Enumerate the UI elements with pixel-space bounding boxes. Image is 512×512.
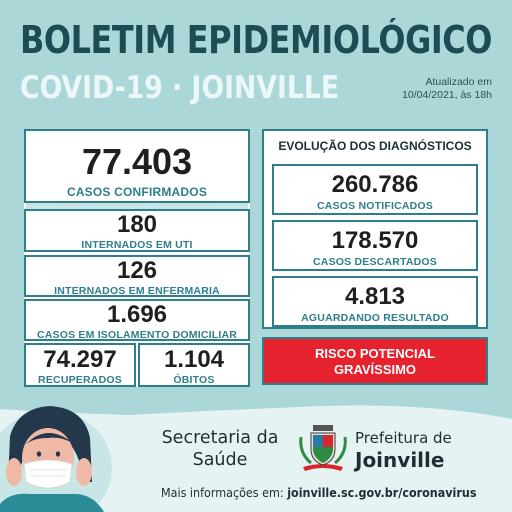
more-info-label: Mais informações em: <box>161 486 288 500</box>
isolation-card: 1.696 CASOS EM ISOLAMENTO DOMICILIAR <box>24 299 250 341</box>
diagnostics-title: EVOLUÇÃO DOS DIAGNÓSTICOS <box>278 139 472 153</box>
recovered-label: RECUPERADOS <box>38 374 122 386</box>
notified-value: 260.786 <box>331 171 419 198</box>
icu-label: INTERNADOS EM UTI <box>81 239 193 251</box>
deaths-value: 1.104 <box>163 346 225 373</box>
ward-card: 126 INTERNADOS EM ENFERMARIA <box>24 255 250 297</box>
prefeitura-line-1: Prefeitura de <box>355 429 452 447</box>
risk-badge: RISCO POTENCIAL GRAVÍSSIMO <box>262 337 488 385</box>
secretaria-line-1: Secretaria da <box>161 428 279 448</box>
notified-card: 260.786 CASOS NOTIFICADOS <box>272 164 478 215</box>
pending-label: AGUARDANDO RESULTADO <box>301 312 449 324</box>
pending-value: 4.813 <box>344 283 406 310</box>
secretaria-line-2: Saúde <box>192 450 248 470</box>
risk-line-2: GRAVÍSSIMO <box>333 362 417 377</box>
isolation-value: 1.696 <box>106 301 168 328</box>
update-date: 10/04/2021, às 18h <box>402 89 492 101</box>
header: BOLETIM EPIDEMIOLÓGICO COVID-19 · JOINVI… <box>0 0 512 122</box>
recovered-card: 74.297 RECUPERADOS <box>24 343 136 387</box>
isolation-label: CASOS EM ISOLAMENTO DOMICILIAR <box>36 329 238 341</box>
discarded-card: 178.570 CASOS DESCARTADOS <box>272 220 478 271</box>
icu-card: 180 INTERNADOS EM UTI <box>24 209 250 252</box>
page-subtitle: COVID-19 · JOINVILLE <box>20 70 340 106</box>
deaths-card: 1.104 ÓBITOS <box>138 343 250 387</box>
icu-value: 180 <box>116 211 158 238</box>
footer-background <box>0 405 512 512</box>
divider <box>26 203 248 209</box>
discarded-value: 178.570 <box>331 227 419 254</box>
update-label: Atualizado em <box>425 76 492 88</box>
update-info: Atualizado em 10/04/2021, às 18h <box>372 76 492 102</box>
recovered-value: 74.297 <box>43 346 117 373</box>
woman-with-mask-illustration <box>0 406 112 512</box>
deaths-label: ÓBITOS <box>173 374 215 386</box>
notified-label: CASOS NOTIFICADOS <box>317 200 433 212</box>
page-title: BOLETIM EPIDEMIOLÓGICO <box>20 18 493 62</box>
secretaria-saude-logo: Secretaria da Saúde <box>160 427 280 471</box>
ward-value: 126 <box>116 257 158 284</box>
more-info: Mais informações em: joinville.sc.gov.br… <box>161 486 476 500</box>
prefeitura-logo: Prefeitura de Joinville <box>355 427 475 471</box>
confirmed-card: 77.403 CASOS CONFIRMADOS <box>24 129 250 203</box>
pending-card: 4.813 AGUARDANDO RESULTADO <box>272 276 478 327</box>
more-info-link[interactable]: joinville.sc.gov.br/coronavirus <box>287 486 477 500</box>
confirmed-value: 77.403 <box>81 141 193 182</box>
confirmed-label: CASOS CONFIRMADOS <box>66 185 208 199</box>
prefeitura-line-2: Joinville <box>355 448 445 472</box>
diagnostics-panel: EVOLUÇÃO DOS DIAGNÓSTICOS 260.786 CASOS … <box>262 129 488 329</box>
risk-line-1: RISCO POTENCIAL <box>315 346 435 361</box>
discarded-label: CASOS DESCARTADOS <box>313 256 437 268</box>
coat-of-arms-icon <box>299 425 347 471</box>
ward-label: INTERNADOS EM ENFERMARIA <box>54 285 220 297</box>
